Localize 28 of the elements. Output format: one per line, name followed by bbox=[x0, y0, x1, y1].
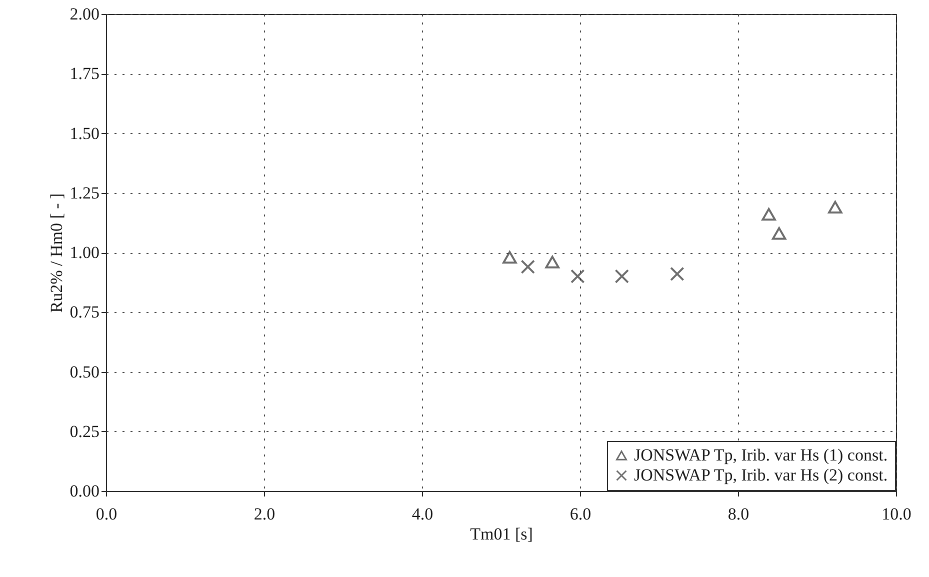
y-axis-title: Ru2% / Hm0 [ - ] bbox=[46, 193, 66, 313]
legend-label: JONSWAP Tp, Irib. var Hs (2) const. bbox=[634, 466, 888, 484]
y-tick-label: 0.00 bbox=[70, 482, 100, 500]
point bbox=[545, 256, 560, 268]
x-tick-label: 8.0 bbox=[728, 504, 750, 524]
point bbox=[772, 227, 786, 240]
x-tick-label: 0.0 bbox=[96, 504, 118, 524]
y-tick-label: 1.75 bbox=[70, 64, 100, 84]
x-tick-label: 6.0 bbox=[570, 504, 592, 524]
point bbox=[520, 260, 535, 274]
point bbox=[762, 208, 776, 221]
point bbox=[614, 269, 629, 284]
y-tick-label: 0.75 bbox=[70, 302, 100, 322]
point bbox=[570, 269, 585, 284]
x-tick-label: 4.0 bbox=[412, 504, 434, 524]
y-tick-label: 1.00 bbox=[70, 243, 100, 262]
x-tick-label: 2.0 bbox=[254, 504, 276, 524]
point bbox=[828, 200, 842, 214]
x-tick-label: 10.0 bbox=[882, 504, 912, 524]
y-tick-label: 1.50 bbox=[70, 124, 100, 143]
y-tick-label: 0.50 bbox=[70, 362, 100, 382]
point bbox=[670, 266, 684, 282]
legend-label: JONSWAP Tp, Irib. var Hs (1) const. bbox=[634, 446, 888, 464]
y-tick-label: 2.00 bbox=[70, 4, 100, 24]
point bbox=[502, 250, 517, 264]
y-tick-label: 0.25 bbox=[70, 422, 100, 441]
x-axis-title: Tm01 [s] bbox=[470, 524, 533, 544]
y-tick-label: 1.25 bbox=[70, 183, 100, 202]
